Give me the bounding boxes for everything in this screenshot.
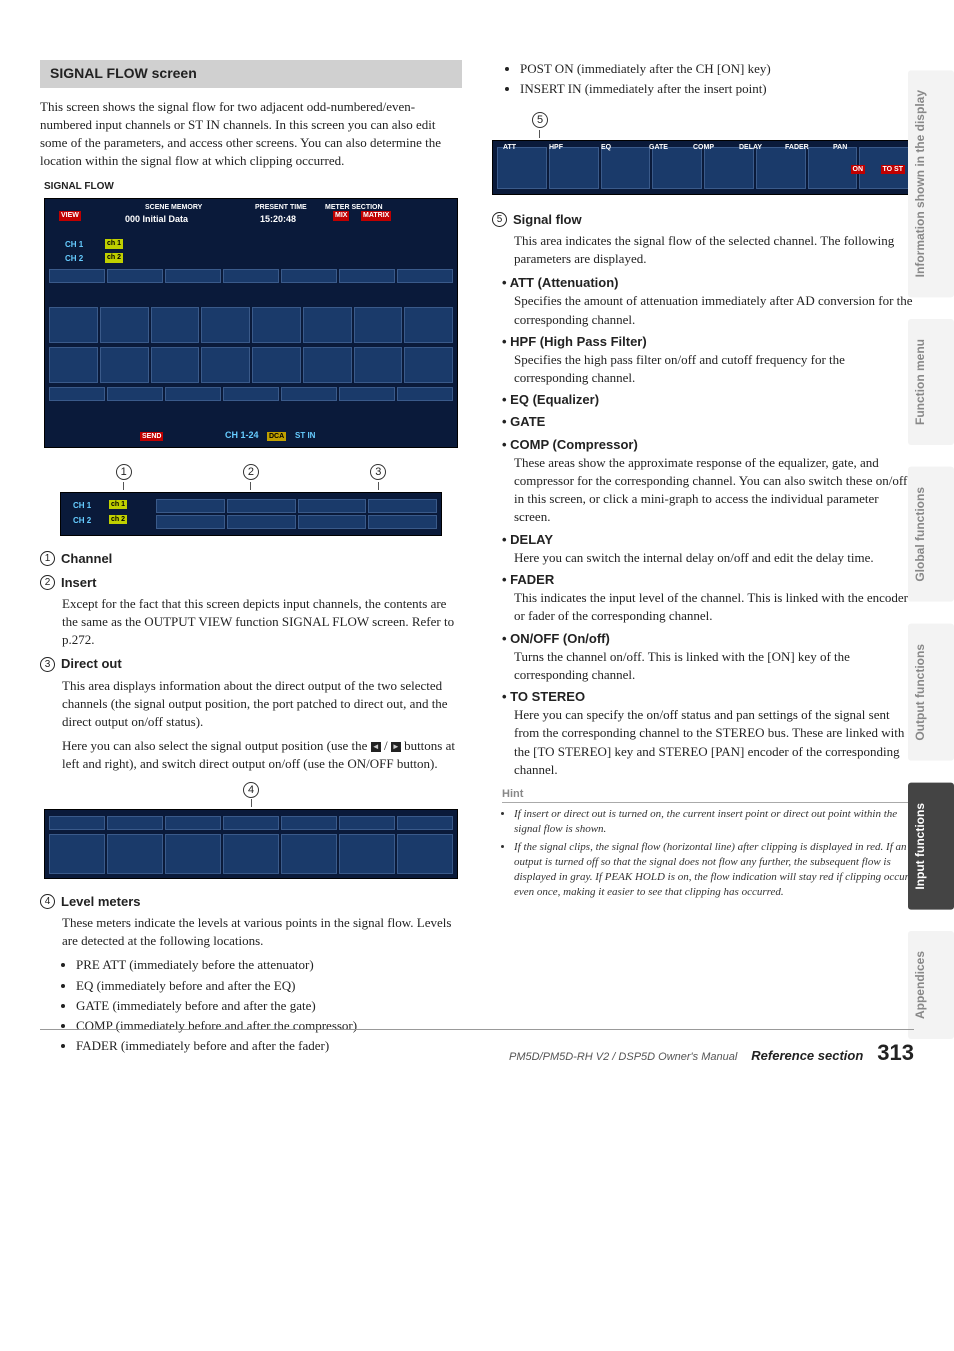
hint-item: If insert or direct out is turned on, th… [514,807,914,837]
footer-section: Reference section [751,1047,863,1065]
main-screenshot: SCENE MEMORY 000 Initial Data PRESENT TI… [44,198,458,448]
page-footer: PM5D/PM5D-RH V2 / DSP5D Owner's Manual R… [40,1029,914,1069]
item-body-signalflow: This area indicates the signal flow of t… [514,232,914,268]
top-bullet: INSERT IN (immediately after the insert … [520,80,914,98]
hint-header: Hint [502,787,914,803]
tab-info-display[interactable]: Information shown in the display [908,70,954,297]
hint-item: If the signal clips, the signal flow (ho… [514,840,914,899]
sub-head-hpf: HPF (High Pass Filter) [502,333,914,351]
item-body-levelmeters: These meters indicate the levels at vari… [62,914,462,950]
sub-delay: DELAY Here you can switch the internal d… [502,531,914,567]
footer-page: 313 [877,1038,914,1069]
strip-screenshot-3: ATT HPF EQ GATE COMP DELAY FADER PAN TO … [492,140,914,195]
intro-text: This screen shows the signal flow for tw… [40,98,462,171]
sub-body-delay: Here you can switch the internal delay o… [514,549,914,567]
item-body-directout-1: This area displays information about the… [62,677,462,732]
tab-function-menu[interactable]: Function menu [908,319,954,445]
lm-bullet: EQ (immediately before and after the EQ) [76,977,462,995]
lm-bullet: GATE (immediately before and after the g… [76,997,462,1015]
callout-5: 5 [532,112,548,128]
item-directout: 3 Direct out This area displays informat… [40,655,462,773]
strip-screenshot-2 [44,809,458,879]
sub-body-tostereo: Here you can specify the on/off status a… [514,706,914,779]
sub-body-hpf: Specifies the high pass filter on/off an… [514,351,914,387]
num-5: 5 [492,212,507,227]
sub-gate: GATE [502,413,914,431]
left-arrow-icon: ◄ [371,742,381,752]
num-4: 4 [40,894,55,909]
sub-comp: COMP (Compressor) These areas show the a… [502,436,914,527]
num-1: 1 [40,551,55,566]
side-tabs: Information shown in the display Functio… [908,70,954,1039]
callout-3: 3 [370,464,386,480]
num-2: 2 [40,575,55,590]
right-top-bullets: POST ON (immediately after the CH [ON] k… [506,60,914,98]
strip-screenshot-1: CH 1 ch 1 CH 2 ch 2 [60,492,442,536]
tab-output-functions[interactable]: Output functions [908,624,954,761]
item-signalflow: 5 Signal flow This area indicates the si… [492,211,914,779]
item-body-directout-2: Here you can also select the signal outp… [62,737,462,773]
sub-head-fader: FADER [502,571,914,589]
callout-4-wrap: 4 [40,780,462,807]
lm-bullet: PRE ATT (immediately before the attenuat… [76,956,462,974]
sub-body-onoff: Turns the channel on/off. This is linked… [514,648,914,684]
callouts-123: 1 2 3 [60,462,442,489]
sub-head-comp: COMP (Compressor) [502,436,914,454]
sub-body-comp: These areas show the approximate respons… [514,454,914,527]
item-title-signalflow: Signal flow [513,211,582,229]
right-arrow-icon: ► [391,742,401,752]
sub-att: ATT (Attenuation) Specifies the amount o… [502,274,914,329]
sub-body-fader: This indicates the input level of the ch… [514,589,914,625]
callout-1: 1 [116,464,132,480]
callout-2: 2 [243,464,259,480]
item-title-levelmeters: Level meters [61,893,141,911]
section-title: SIGNAL FLOW screen [40,60,462,88]
tab-input-functions[interactable]: Input functions [908,783,954,910]
tab-global-functions[interactable]: Global functions [908,467,954,602]
callout-5-wrap: 5 [532,110,914,137]
top-bullet: POST ON (immediately after the CH [ON] k… [520,60,914,78]
item-body-insert: Except for the fact that this screen dep… [62,595,462,650]
sub-head-gate: GATE [502,413,914,431]
item-channel: 1 Channel [40,550,462,568]
hint-list: If insert or direct out is turned on, th… [502,807,914,899]
callout-4: 4 [243,782,259,798]
sub-hpf: HPF (High Pass Filter) Specifies the hig… [502,333,914,388]
tab-appendices[interactable]: Appendices [908,931,954,1039]
item-title-channel: Channel [61,550,112,568]
sub-eq: EQ (Equalizer) [502,391,914,409]
sub-fader: FADER This indicates the input level of … [502,571,914,626]
sub-head-delay: DELAY [502,531,914,549]
sub-head-eq: EQ (Equalizer) [502,391,914,409]
footer-doc: PM5D/PM5D-RH V2 / DSP5D Owner's Manual [509,1050,737,1065]
sub-tostereo: TO STEREO Here you can specify the on/of… [502,688,914,779]
item-title-directout: Direct out [61,655,122,673]
sub-head-tostereo: TO STEREO [502,688,914,706]
sub-body-att: Specifies the amount of attenuation imme… [514,292,914,328]
item-title-insert: Insert [61,574,96,592]
sub-head-att: ATT (Attenuation) [502,274,914,292]
item-insert: 2 Insert Except for the fact that this s… [40,574,462,650]
num-3: 3 [40,657,55,672]
sub-onoff: ON/OFF (On/off) Turns the channel on/off… [502,630,914,685]
signal-flow-label: SIGNAL FLOW [44,180,462,194]
sub-head-onoff: ON/OFF (On/off) [502,630,914,648]
